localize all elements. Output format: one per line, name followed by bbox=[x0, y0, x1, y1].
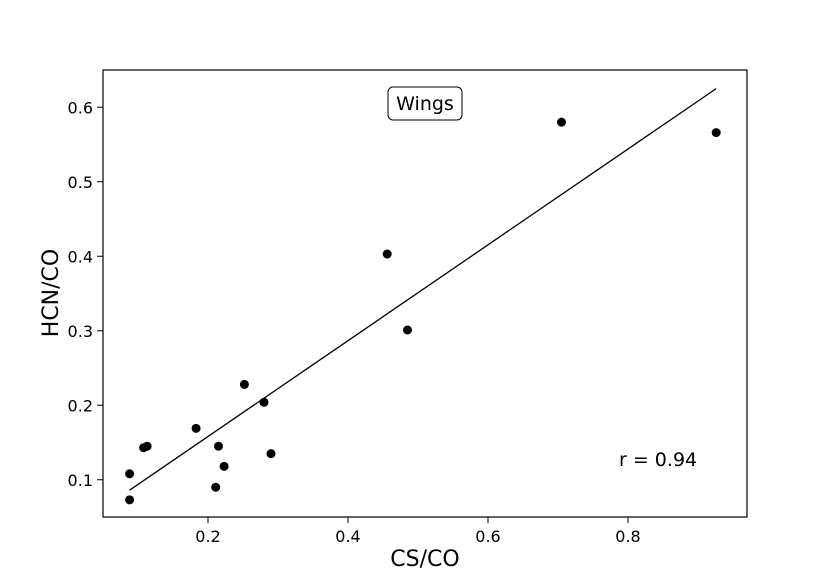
data-points bbox=[125, 117, 721, 505]
data-point bbox=[219, 461, 229, 471]
y-tick-label: 0.1 bbox=[68, 471, 93, 490]
data-point bbox=[125, 469, 135, 479]
x-axis-label: CS/CO bbox=[390, 547, 459, 572]
x-axis-ticks: 0.2 0.4 0.6 0.8 bbox=[195, 517, 641, 546]
x-tick-label: 0.6 bbox=[475, 527, 500, 546]
data-point bbox=[211, 482, 221, 492]
x-tick-label: 0.2 bbox=[195, 527, 220, 546]
data-point bbox=[266, 449, 276, 459]
data-point bbox=[125, 495, 135, 505]
x-tick-label: 0.4 bbox=[335, 527, 360, 546]
data-point bbox=[403, 325, 412, 335]
data-point bbox=[191, 423, 201, 433]
panel-label-box: Wings bbox=[387, 86, 463, 121]
x-tick-label: 0.8 bbox=[615, 527, 640, 546]
y-tick-label: 0.6 bbox=[68, 98, 93, 117]
data-point bbox=[239, 379, 249, 389]
y-tick-label: 0.5 bbox=[68, 173, 93, 192]
panel-label: Wings bbox=[396, 93, 454, 115]
data-point bbox=[382, 249, 392, 259]
data-point bbox=[711, 128, 721, 138]
y-tick-label: 0.4 bbox=[68, 247, 93, 266]
y-tick-label: 0.3 bbox=[68, 322, 93, 341]
y-tick-label: 0.2 bbox=[68, 396, 93, 415]
data-point bbox=[259, 397, 269, 407]
correlation-annotation: r = 0.94 bbox=[619, 449, 697, 471]
data-point bbox=[214, 441, 223, 451]
fit-line bbox=[129, 88, 717, 491]
y-axis-ticks: 0.1 0.2 0.3 0.4 0.5 0.6 bbox=[68, 98, 103, 490]
data-point bbox=[142, 441, 152, 451]
y-axis-label: HCN/CO bbox=[39, 249, 64, 337]
data-point bbox=[557, 117, 566, 127]
plot-frame bbox=[102, 69, 748, 518]
